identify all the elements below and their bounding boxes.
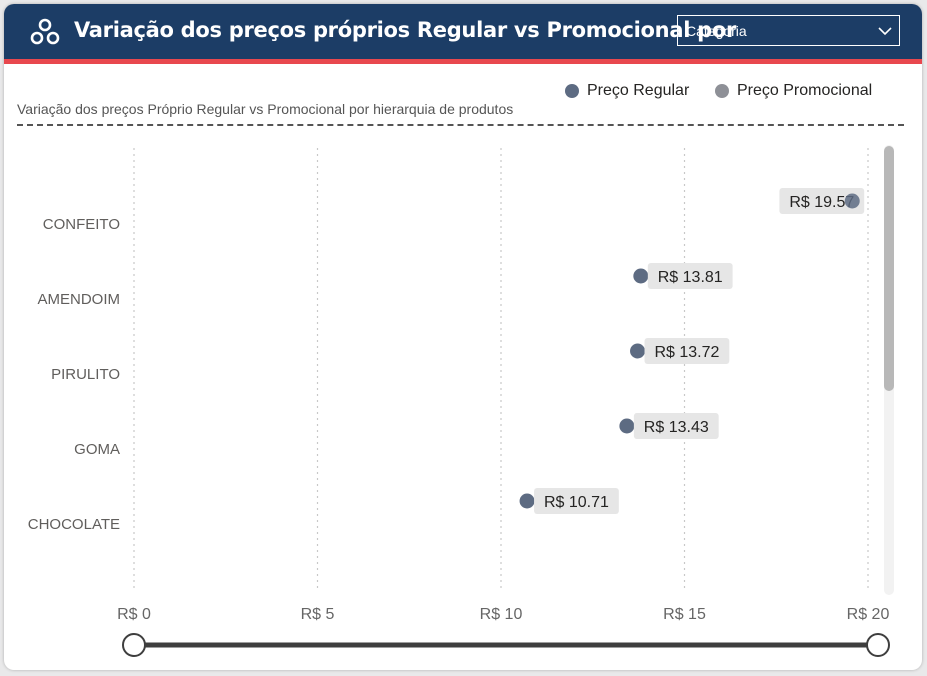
- x-tick-label: R$ 10: [480, 606, 523, 623]
- data-label: R$ 10.71: [544, 494, 609, 511]
- scrollbar-thumb[interactable]: [884, 146, 894, 391]
- data-point: [619, 418, 635, 434]
- legend-item-promotional[interactable]: Preço Promocional: [715, 82, 872, 100]
- dropdown-selected-value: Categoria: [686, 23, 747, 39]
- category-label: CONFEITO: [43, 216, 120, 233]
- header-accent-stripe: [4, 59, 922, 64]
- x-tick-label: R$ 15: [663, 606, 706, 623]
- category-label: CHOCOLATE: [28, 516, 120, 533]
- category-label: PIRULITO: [51, 366, 120, 383]
- data-label: R$ 13.43: [644, 419, 709, 436]
- legend-label-promotional: Preço Promocional: [737, 82, 873, 99]
- x-tick-label: R$ 5: [301, 606, 335, 623]
- dashed-divider: [17, 124, 904, 126]
- chevron-down-icon: [878, 27, 892, 36]
- header-bar: Variação dos preços próprios Regular vs …: [4, 4, 922, 59]
- data-label-box: [779, 188, 865, 214]
- data-point-overlay: [844, 193, 860, 209]
- legend-label-regular: Preço Regular: [587, 82, 690, 99]
- data-label: R$ 13.72: [654, 344, 719, 361]
- x-tick-label: R$ 20: [847, 606, 890, 623]
- x-tick-label: R$ 0: [117, 606, 151, 623]
- legend-item-regular[interactable]: Preço Regular: [565, 82, 689, 100]
- data-label-box: [534, 488, 619, 514]
- legend-marker-promotional: [715, 84, 729, 98]
- data-label-box: [647, 263, 733, 289]
- data-point: [519, 493, 535, 509]
- data-label-box: [644, 338, 730, 364]
- data-point: [630, 343, 646, 359]
- range-slider-min-handle[interactable]: [122, 633, 146, 657]
- category-label: GOMA: [74, 441, 120, 458]
- category-label: AMENDOIM: [38, 291, 121, 308]
- chart-card: Variação dos preços próprios Regular vs …: [4, 4, 922, 670]
- nodes-icon: [30, 18, 60, 45]
- page-title: Variação dos preços próprios Regular vs …: [74, 18, 737, 42]
- data-label-box: [633, 413, 719, 439]
- data-label: R$ 19.57: [789, 194, 854, 211]
- hierarchy-dropdown[interactable]: Categoria: [677, 15, 900, 46]
- range-slider-max-handle[interactable]: [866, 633, 890, 657]
- data-point: [633, 268, 649, 284]
- chart-subtitle: Variação dos preços Próprio Regular vs P…: [17, 101, 514, 117]
- legend-marker-regular: [565, 84, 579, 98]
- data-label: R$ 13.81: [658, 269, 723, 286]
